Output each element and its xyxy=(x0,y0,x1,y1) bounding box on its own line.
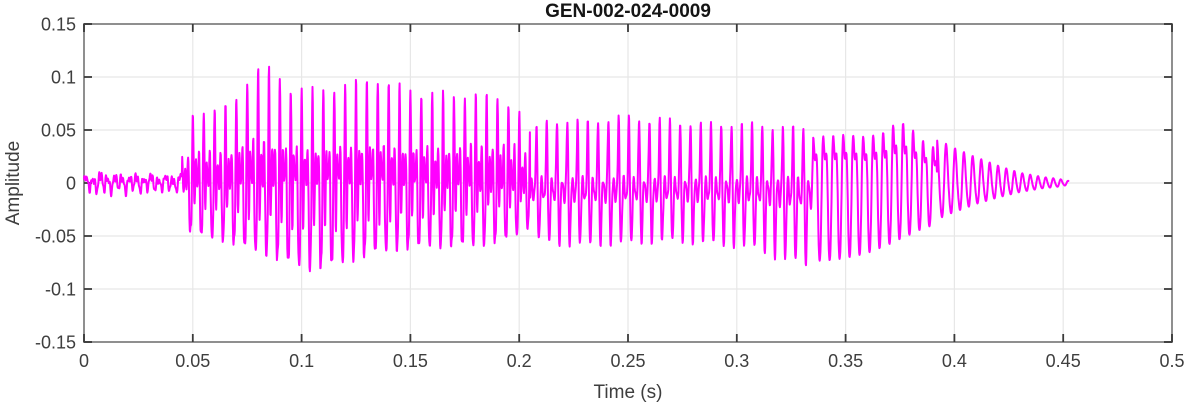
x-tick-label: 0.4 xyxy=(942,351,967,371)
y-tick-label: 0.05 xyxy=(41,121,76,141)
tick-marks xyxy=(83,23,1173,343)
x-tick-label: 0 xyxy=(79,351,89,371)
x-tick-label: 0.1 xyxy=(289,351,314,371)
x-tick-label: 0.45 xyxy=(1046,351,1081,371)
x-tick-label: 0.35 xyxy=(828,351,863,371)
x-tick-label: 0.05 xyxy=(175,351,210,371)
x-tick-label: 0.25 xyxy=(610,351,645,371)
y-tick-labels: -0.15 -0.1 -0.05 0 0.05 0.1 0.15 xyxy=(35,15,76,353)
x-tick-label: 0.5 xyxy=(1159,351,1184,371)
x-tick-label: 0.2 xyxy=(507,351,532,371)
y-tick-label: -0.15 xyxy=(35,333,76,353)
y-tick-label: -0.05 xyxy=(35,227,76,247)
x-tick-label: 0.15 xyxy=(393,351,428,371)
signal-waveform xyxy=(83,65,1070,273)
x-tick-label: 0.3 xyxy=(724,351,749,371)
y-tick-label: 0.1 xyxy=(51,68,76,88)
plot-title: GEN-002-024-0009 xyxy=(545,1,711,22)
x-axis-label: Time (s) xyxy=(594,382,663,403)
y-tick-label: 0.15 xyxy=(41,15,76,35)
waveform-trace xyxy=(83,65,1070,273)
y-axis-label: Amplitude xyxy=(3,141,24,226)
y-tick-label: -0.1 xyxy=(45,280,76,300)
x-tick-labels: 0 0.05 0.1 0.15 0.2 0.25 0.3 0.35 0.4 0.45 0.5 xyxy=(79,351,1185,371)
y-tick-label: 0 xyxy=(66,174,76,194)
